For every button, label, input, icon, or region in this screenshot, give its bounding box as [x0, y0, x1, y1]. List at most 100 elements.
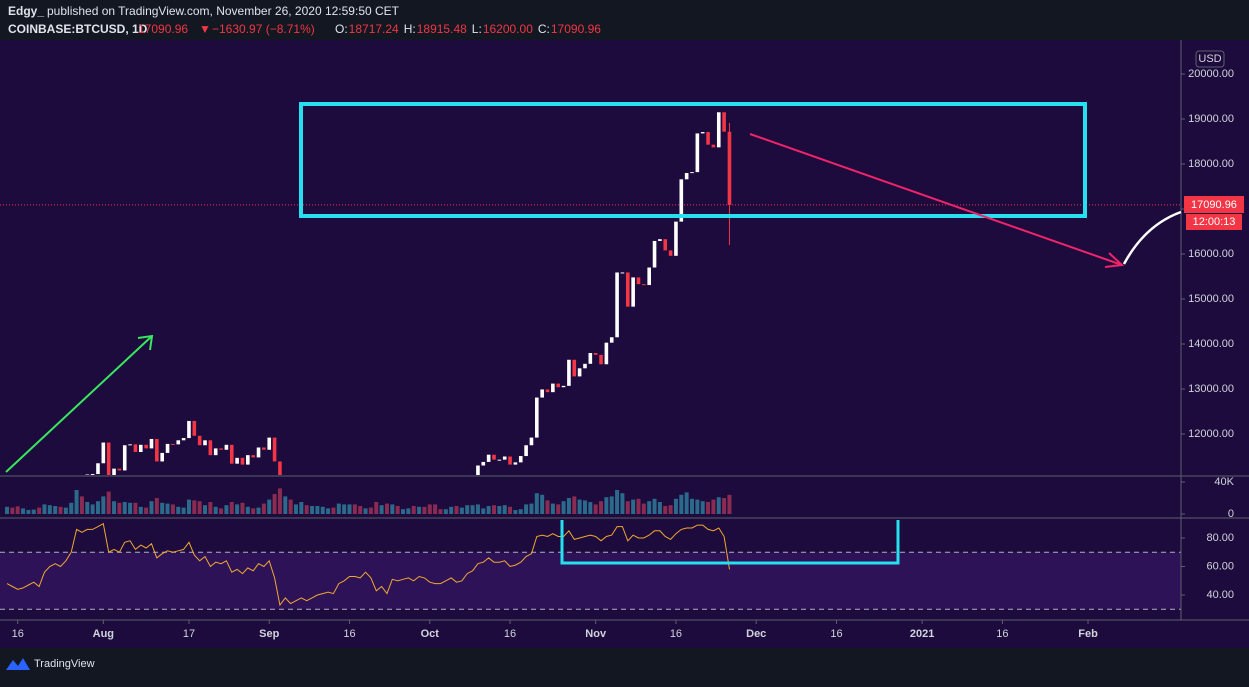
volume-bar — [475, 504, 480, 514]
candle-body — [486, 454, 491, 462]
volume-bar — [10, 507, 15, 514]
volume-bar — [42, 504, 47, 514]
candle-body — [684, 173, 689, 180]
volume-bar — [449, 506, 454, 514]
volume-bar — [599, 501, 604, 514]
volume-bar — [15, 506, 20, 514]
volume-bar — [315, 506, 320, 514]
candle-body — [256, 447, 261, 458]
candle-body — [171, 443, 175, 445]
volume-bar — [395, 506, 400, 514]
volume-bar — [47, 505, 52, 514]
y-tick-label: 0 — [1228, 508, 1234, 520]
countdown-box — [1186, 214, 1242, 230]
candle-body — [674, 221, 678, 256]
volume-bar — [684, 492, 689, 514]
volume-bar — [229, 502, 234, 514]
volume-bar — [53, 506, 58, 514]
volume-bar — [347, 504, 352, 514]
x-tick-label: Oct — [421, 628, 440, 640]
y-tick-label: 14000.00 — [1188, 338, 1234, 350]
countdown: 12:00:13 — [1193, 216, 1236, 228]
ohlc-label: H: — [404, 22, 416, 36]
candle-body — [106, 442, 111, 475]
volume-bar — [310, 506, 315, 514]
volume-bar — [358, 506, 363, 514]
volume-bar — [74, 490, 79, 514]
volume-bar — [401, 509, 406, 514]
candle-body — [267, 437, 272, 450]
x-tick-label: 16 — [670, 628, 682, 640]
volume-bar — [331, 507, 336, 514]
candle-body — [620, 272, 625, 274]
candle-body — [647, 267, 651, 286]
candle-body — [133, 444, 138, 453]
volume-bar — [609, 496, 614, 514]
candle-body — [149, 438, 154, 449]
volume-bar — [95, 501, 100, 514]
y-tick-label: 18000.00 — [1188, 158, 1234, 170]
candle-body — [251, 455, 255, 458]
candles — [85, 112, 732, 475]
volume-bar — [577, 499, 582, 514]
candle-body — [588, 353, 593, 364]
volume-bar — [293, 504, 298, 514]
volume-bar — [5, 506, 9, 514]
candle-body — [652, 240, 657, 268]
x-tick-label: 16 — [504, 628, 516, 640]
volume-bar — [272, 494, 277, 514]
brand: TradingView — [34, 658, 95, 670]
candle-body — [187, 420, 191, 439]
candle-body — [540, 389, 544, 398]
candle-body — [700, 132, 705, 134]
ohlc-value: 18915.48 — [417, 22, 467, 36]
volume-bar — [342, 504, 347, 514]
candle-body — [90, 474, 95, 475]
candle-body — [716, 112, 721, 148]
candle-body — [160, 452, 164, 462]
candle-body — [631, 277, 635, 307]
rsi-box-drawing — [560, 520, 900, 565]
volume-bar — [63, 507, 68, 514]
volume-bar — [112, 501, 117, 514]
currency: USD — [1198, 53, 1221, 65]
ohlc-label: C: — [538, 22, 550, 36]
volume-bar — [641, 503, 646, 514]
volume-bar — [716, 497, 721, 514]
volume-bar — [144, 507, 149, 514]
candle-body — [229, 444, 234, 464]
volume-bar — [299, 502, 304, 514]
volume-bar — [277, 488, 282, 514]
volume-bar — [486, 506, 491, 514]
volume-bar — [545, 500, 550, 514]
candle-body — [224, 444, 229, 450]
candle-body — [278, 461, 282, 475]
volume-bar — [186, 499, 191, 514]
candle-body — [208, 440, 213, 456]
volume-bar — [213, 506, 218, 514]
candle-body — [679, 179, 684, 222]
volume-bar — [224, 505, 229, 514]
volume-bar — [384, 503, 389, 514]
candle-body — [192, 420, 197, 436]
volume-bar — [631, 499, 636, 514]
volume-bar — [561, 501, 566, 514]
volume-bar — [363, 508, 368, 514]
volume-bar — [657, 502, 662, 514]
candle-body — [604, 342, 609, 365]
volume-bar — [593, 504, 598, 514]
volume-bar — [304, 505, 309, 514]
x-tick-label: 17 — [183, 628, 195, 640]
volume-bar — [160, 502, 165, 514]
candle-body — [518, 456, 523, 463]
volume-bar — [524, 504, 529, 514]
y-tick-label: 19000.00 — [1188, 113, 1234, 125]
volume-bar — [454, 506, 459, 514]
candle-body — [567, 359, 571, 386]
volume-bar — [117, 502, 122, 514]
y-tick-label: 15000.00 — [1188, 293, 1234, 305]
candle-body — [524, 445, 528, 457]
volume-bar — [165, 503, 170, 514]
candle-body — [599, 354, 603, 365]
